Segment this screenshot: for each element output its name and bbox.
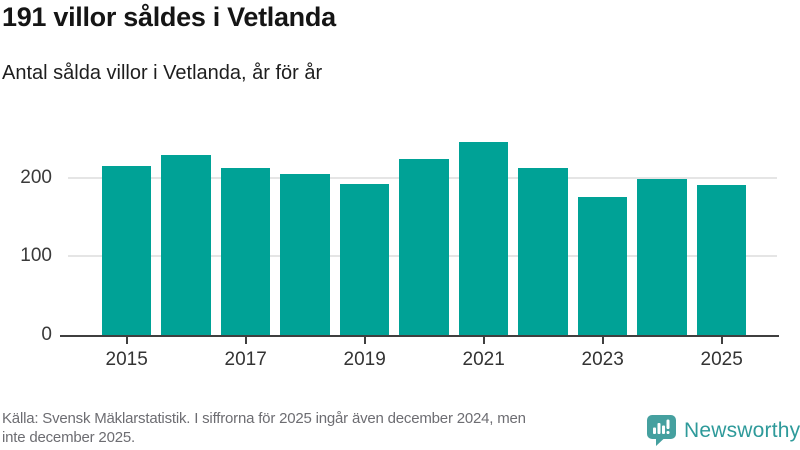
bar-2022 (518, 168, 568, 335)
bar-2020 (399, 159, 449, 335)
newsworthy-logo: Newsworthy (646, 414, 800, 447)
x-axis-line (60, 335, 779, 337)
x-tick-2025 (720, 337, 723, 344)
source-note: Källa: Svensk Mäklarstatistik. I siffror… (2, 410, 647, 447)
x-tick-2023 (601, 337, 604, 344)
x-tick-2015 (125, 337, 128, 344)
source-note-line: inte december 2025. (2, 428, 135, 446)
bar-2017 (220, 168, 271, 335)
y-tick-label-200: 200 (20, 166, 52, 188)
bar-2021 (458, 142, 509, 335)
x-tick-label-2025: 2025 (700, 349, 743, 370)
x-tick-label-2021: 2021 (462, 349, 505, 370)
newsworthy-wordmark: Newsworthy (684, 419, 800, 442)
x-tick-label-2015: 2015 (105, 349, 148, 370)
bar-2025 (696, 184, 747, 335)
bar-2024 (637, 179, 687, 335)
chart-subtitle: Antal sålda villor i Vetlanda, år för år (2, 62, 323, 84)
x-tick-2017 (244, 337, 247, 344)
y-tick-label-100: 100 (20, 245, 52, 267)
x-tick-label-2017: 2017 (224, 349, 267, 370)
x-tick-label-2023: 2023 (581, 349, 624, 370)
newsworthy-speech-bubble-barchart-icon (647, 415, 676, 446)
bar-2016 (161, 155, 211, 335)
chart-title: 191 villor såldes i Vetlanda (2, 2, 336, 32)
source-note-line: Källa: Svensk Mäklarstatistik. I siffror… (2, 410, 526, 427)
x-tick-2021 (482, 337, 485, 344)
bar-2019 (339, 183, 390, 335)
bar-2015 (101, 166, 152, 335)
bar-chart: 0 100 200 2015 2017 2019 2021 2023 2025 (20, 142, 779, 370)
x-tick-2019 (363, 337, 366, 344)
bar-2018 (280, 174, 330, 335)
bar-2023 (577, 197, 628, 335)
y-tick-label-0: 0 (41, 324, 52, 345)
x-tick-label-2019: 2019 (343, 349, 386, 370)
